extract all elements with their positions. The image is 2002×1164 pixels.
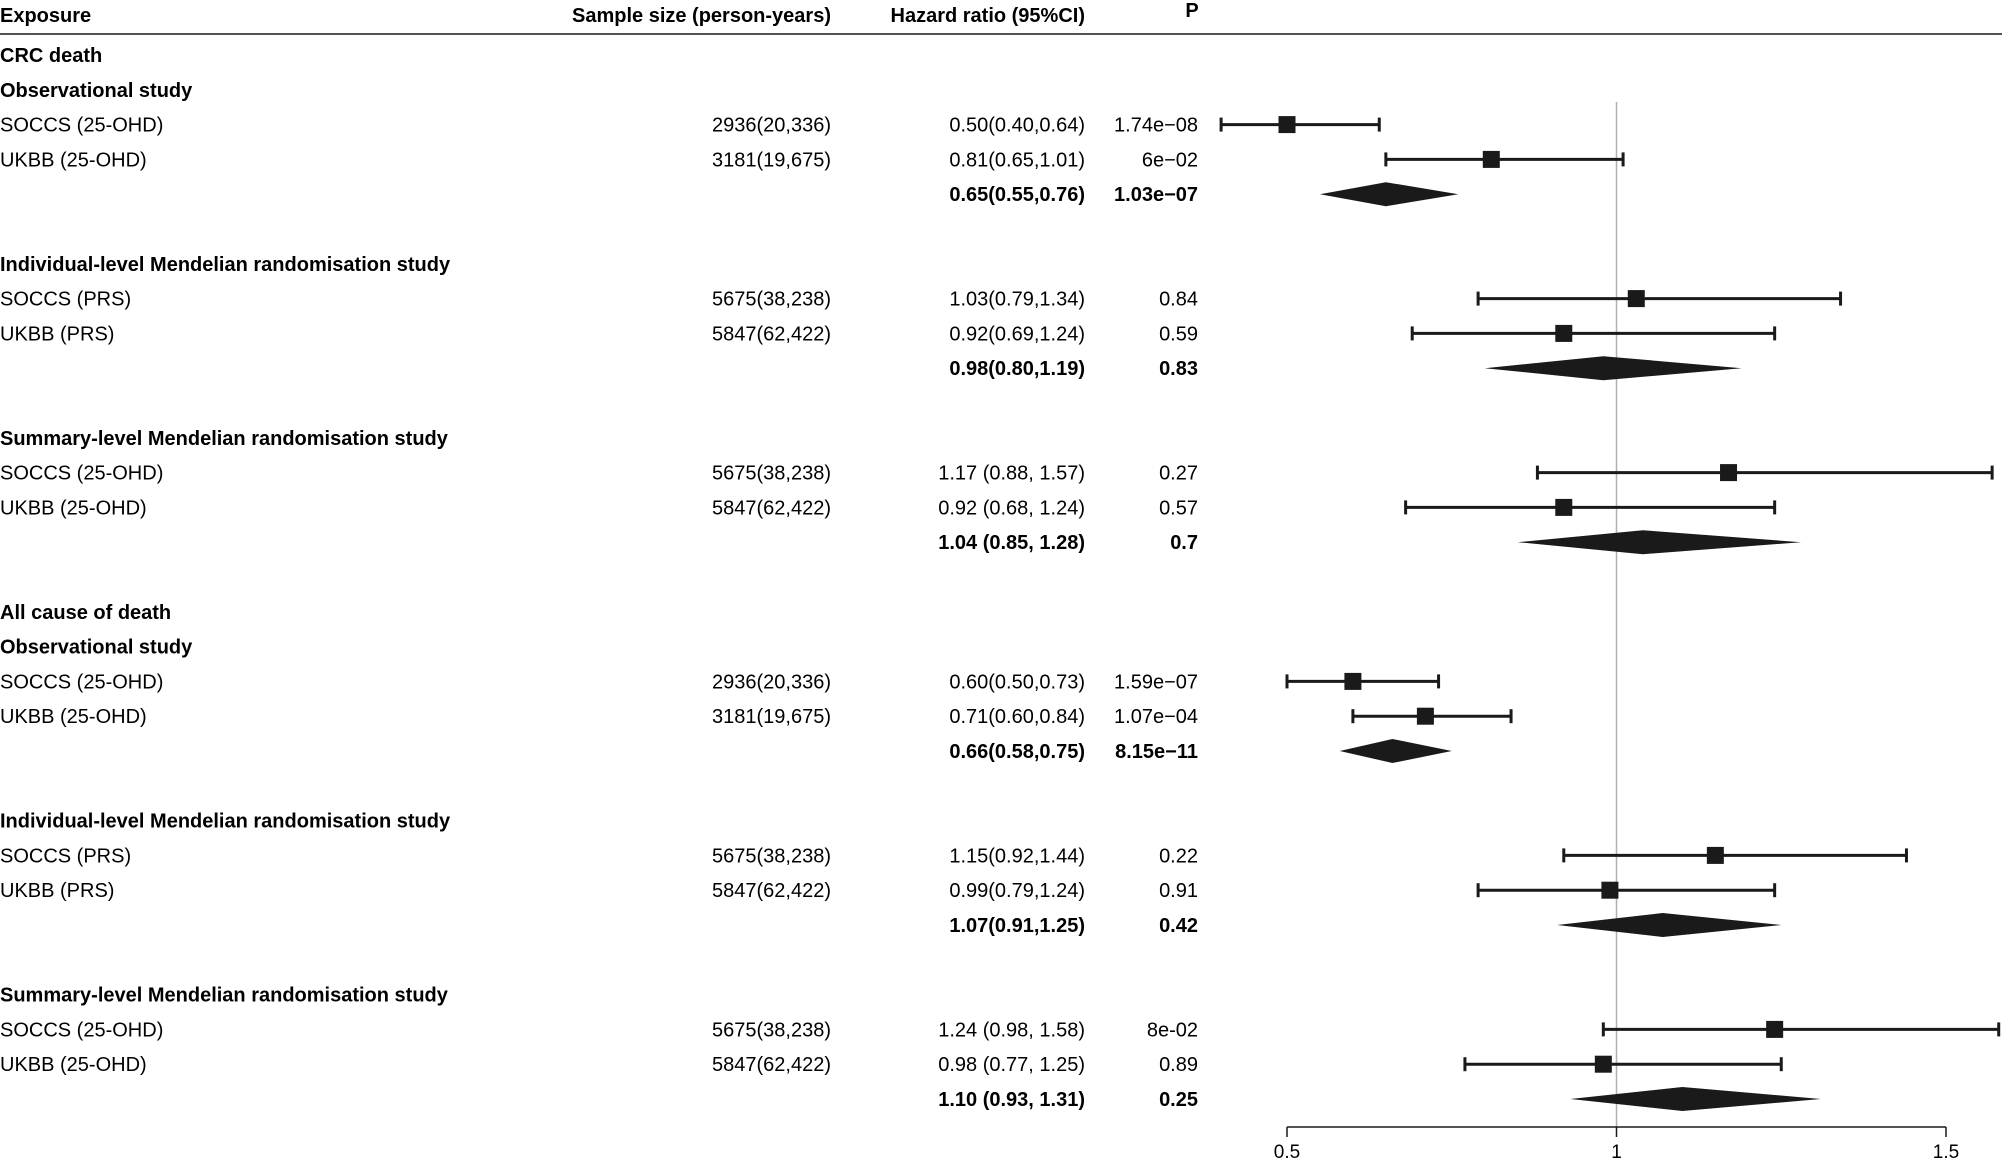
- sample-size-value: 5847(62,422): [712, 497, 831, 519]
- study-label: UKBB (25-OHD): [0, 1054, 147, 1076]
- p-value: 0.42: [1159, 915, 1198, 937]
- study-label: SOCCS (25-OHD): [0, 671, 163, 693]
- section-label: Summary-level Mendelian randomisation st…: [0, 428, 449, 450]
- study-label: UKBB (PRS): [0, 880, 114, 902]
- sample-size-value: 5675(38,238): [712, 1019, 831, 1041]
- table-rows: CRC death Observational study SOCCS (25-OH…: [0, 45, 1198, 1111]
- section-label: All cause of death: [0, 602, 171, 624]
- study-label: SOCCS (PRS): [0, 289, 131, 311]
- study-label: UKBB (25-OHD): [0, 497, 147, 519]
- p-value: 1.03e−07: [1114, 184, 1198, 206]
- hazard-ratio-value: 0.50(0.40,0.64): [949, 115, 1085, 137]
- sample-size-value: 5847(62,422): [712, 1054, 831, 1076]
- p-value: 0.7: [1170, 532, 1198, 554]
- point-estimate: [1766, 1020, 1784, 1038]
- point-estimate: [1627, 290, 1645, 308]
- hazard-ratio-value: 0.65(0.55,0.76): [949, 184, 1085, 206]
- sample-size-value: 5847(62,422): [712, 880, 831, 902]
- hazard-ratio-value: 0.66(0.58,0.75): [949, 741, 1085, 763]
- point-estimate: [1555, 324, 1573, 342]
- hazard-ratio-value: 1.04 (0.85, 1.28): [938, 532, 1085, 554]
- study-label: UKBB (PRS): [0, 323, 114, 345]
- sample-size-value: 3181(19,675): [712, 149, 831, 171]
- sample-size-value: 5675(38,238): [712, 463, 831, 485]
- p-value: 0.91: [1159, 880, 1198, 902]
- section-label: Summary-level Mendelian randomisation st…: [0, 985, 449, 1007]
- header-hazard-ratio: Hazard ratio (95%CI): [891, 5, 1086, 27]
- hazard-ratio-value: 1.17 (0.88, 1.57): [938, 463, 1085, 485]
- p-value: 0.22: [1159, 845, 1198, 867]
- plot-marks: [1219, 116, 2001, 1111]
- section-label: Individual-level Mendelian randomisation…: [0, 254, 451, 276]
- x-tick-label: 0.5: [1274, 1142, 1300, 1163]
- hazard-ratio-value: 0.60(0.50,0.73): [949, 671, 1085, 693]
- sample-size-value: 3181(19,675): [712, 706, 831, 728]
- hazard-ratio-value: 1.24 (0.98, 1.58): [938, 1019, 1085, 1041]
- hazard-ratio-value: 0.98(0.80,1.19): [949, 358, 1085, 380]
- point-estimate: [1482, 150, 1500, 168]
- pooled-estimate-diamond: [1557, 913, 1782, 937]
- section-label: Observational study: [0, 80, 193, 102]
- point-estimate: [1706, 846, 1724, 864]
- x-axis: 0.5 1 1.5: [1274, 1126, 1959, 1163]
- header-p: P: [1185, 0, 1198, 22]
- p-value: 1.74e−08: [1114, 115, 1198, 137]
- pooled-estimate-diamond: [1319, 182, 1459, 207]
- p-value: 0.89: [1159, 1054, 1198, 1076]
- study-label: SOCCS (25-OHD): [0, 1019, 163, 1041]
- hazard-ratio-value: 1.15(0.92,1.44): [949, 845, 1085, 867]
- study-label: UKBB (25-OHD): [0, 149, 147, 171]
- hazard-ratio-value: 0.98 (0.77, 1.25): [938, 1054, 1085, 1076]
- study-label: SOCCS (25-OHD): [0, 463, 163, 485]
- sample-size-value: 5847(62,422): [712, 323, 831, 345]
- point-estimate: [1344, 672, 1362, 690]
- hazard-ratio-value: 0.99(0.79,1.24): [949, 880, 1085, 902]
- point-estimate: [1555, 498, 1573, 516]
- pooled-estimate-diamond: [1339, 739, 1452, 763]
- section-label: Observational study: [0, 637, 193, 659]
- p-value: 8.15e−11: [1115, 741, 1198, 763]
- p-value: 0.84: [1159, 289, 1198, 311]
- header-sample-size: Sample size (person-years): [572, 5, 831, 27]
- x-tick-label: 1: [1611, 1142, 1622, 1163]
- pooled-estimate-diamond: [1484, 356, 1742, 381]
- hazard-ratio-value: 0.92 (0.68, 1.24): [938, 497, 1085, 519]
- hazard-ratio-value: 1.10 (0.93, 1.31): [938, 1089, 1085, 1111]
- p-value: 0.25: [1159, 1089, 1198, 1111]
- point-estimate: [1601, 881, 1619, 899]
- p-value: 8e-02: [1147, 1019, 1198, 1041]
- study-label: SOCCS (25-OHD): [0, 115, 163, 137]
- hazard-ratio-value: 0.81(0.65,1.01): [949, 149, 1085, 171]
- x-tick-label: 1.5: [1933, 1142, 1959, 1163]
- p-value: 6e−02: [1142, 149, 1198, 171]
- hazard-ratio-value: 1.03(0.79,1.34): [949, 289, 1085, 311]
- p-value: 0.27: [1159, 463, 1198, 485]
- p-value: 0.83: [1159, 358, 1198, 380]
- sample-size-value: 5675(38,238): [712, 289, 831, 311]
- section-label: CRC death: [0, 45, 102, 67]
- point-estimate: [1594, 1055, 1612, 1073]
- point-estimate: [1416, 707, 1434, 725]
- pooled-estimate-diamond: [1517, 530, 1802, 555]
- table-header: Exposure Sample size (person-years) Haza…: [0, 0, 2002, 35]
- point-estimate: [1278, 116, 1296, 134]
- study-label: UKBB (25-OHD): [0, 706, 147, 728]
- section-label: Individual-level Mendelian randomisation…: [0, 811, 451, 833]
- header-exposure: Exposure: [0, 5, 91, 27]
- study-label: SOCCS (PRS): [0, 845, 131, 867]
- sample-size-value: 2936(20,336): [712, 671, 831, 693]
- p-value: 1.59e−07: [1114, 671, 1198, 693]
- p-value: 0.57: [1159, 497, 1198, 519]
- hazard-ratio-value: 0.71(0.60,0.84): [949, 706, 1085, 728]
- pooled-estimate-diamond: [1570, 1087, 1821, 1111]
- hazard-ratio-value: 0.92(0.69,1.24): [949, 323, 1085, 345]
- point-estimate: [1720, 464, 1738, 482]
- hazard-ratio-value: 1.07(0.91,1.25): [949, 915, 1085, 937]
- p-value: 0.59: [1159, 323, 1198, 345]
- sample-size-value: 2936(20,336): [712, 115, 831, 137]
- sample-size-value: 5675(38,238): [712, 845, 831, 867]
- p-value: 1.07e−04: [1114, 706, 1198, 728]
